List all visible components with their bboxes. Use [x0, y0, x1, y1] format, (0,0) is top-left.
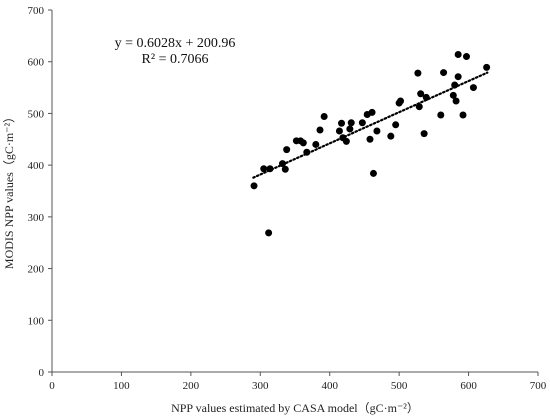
data-point [265, 229, 273, 237]
data-point [422, 93, 430, 101]
y-tick-label: 100 [28, 315, 45, 327]
data-point [281, 165, 289, 173]
x-axis-title: NPP values estimated by CASA model（gC·m⁻… [171, 401, 419, 415]
points-layer [250, 50, 491, 237]
x-tick-label: 0 [49, 380, 55, 392]
data-point [387, 132, 395, 140]
data-point [415, 103, 423, 111]
y-tick-label: 500 [28, 108, 45, 120]
axes [51, 10, 538, 373]
data-point [358, 119, 366, 127]
data-point [266, 165, 274, 173]
data-point [366, 135, 374, 143]
data-point [347, 119, 355, 127]
data-point [483, 63, 491, 71]
data-point [320, 113, 328, 121]
y-tick-label: 0 [39, 367, 45, 379]
data-point [452, 97, 460, 105]
x-tick-label: 300 [252, 380, 269, 392]
data-point [392, 121, 400, 129]
data-point [462, 53, 470, 61]
data-point [283, 146, 291, 154]
data-point [279, 160, 287, 168]
y-tick-label: 200 [28, 264, 45, 276]
data-point [346, 125, 354, 133]
y-tick-label: 600 [28, 57, 45, 69]
y-axis-ticks: 0 100 200 300 400 500 600 700 [28, 5, 52, 379]
data-point [397, 97, 405, 105]
data-point [299, 139, 307, 147]
data-point [335, 127, 343, 135]
data-point [338, 119, 346, 127]
y-tick-label: 300 [28, 212, 45, 224]
data-point [454, 50, 462, 58]
y-axis-title: MODIS NPP values（gC·m⁻²） [2, 111, 16, 269]
trendline-layer [252, 71, 489, 179]
data-point [459, 111, 467, 119]
x-axis-ticks: 0 100 200 300 400 500 600 700 [49, 372, 547, 392]
x-tick-label: 700 [530, 380, 547, 392]
y-tick-label: 700 [28, 5, 45, 17]
data-point [414, 69, 422, 77]
data-point [437, 111, 445, 119]
x-tick-label: 400 [321, 380, 338, 392]
x-tick-label: 200 [183, 380, 200, 392]
data-point [449, 91, 457, 99]
x-tick-label: 500 [391, 380, 408, 392]
y-tick-label: 400 [28, 160, 45, 172]
data-point [303, 148, 311, 156]
data-point [342, 137, 350, 145]
data-point [368, 108, 376, 116]
x-tick-label: 100 [113, 380, 130, 392]
data-point [373, 127, 381, 135]
trendline-equation: y = 0.6028x + 200.96 [115, 36, 236, 51]
data-point [417, 90, 425, 98]
data-point [250, 182, 258, 190]
data-point [260, 165, 268, 173]
data-point [312, 140, 320, 148]
data-point [451, 81, 459, 89]
x-tick-label: 600 [460, 380, 477, 392]
data-point [420, 130, 428, 138]
data-point [316, 126, 324, 134]
data-point [469, 84, 477, 92]
trendline [252, 71, 489, 179]
data-point [369, 169, 377, 177]
data-point [454, 73, 462, 81]
data-point [440, 69, 448, 77]
r-squared-label: R² = 0.7066 [142, 52, 209, 67]
